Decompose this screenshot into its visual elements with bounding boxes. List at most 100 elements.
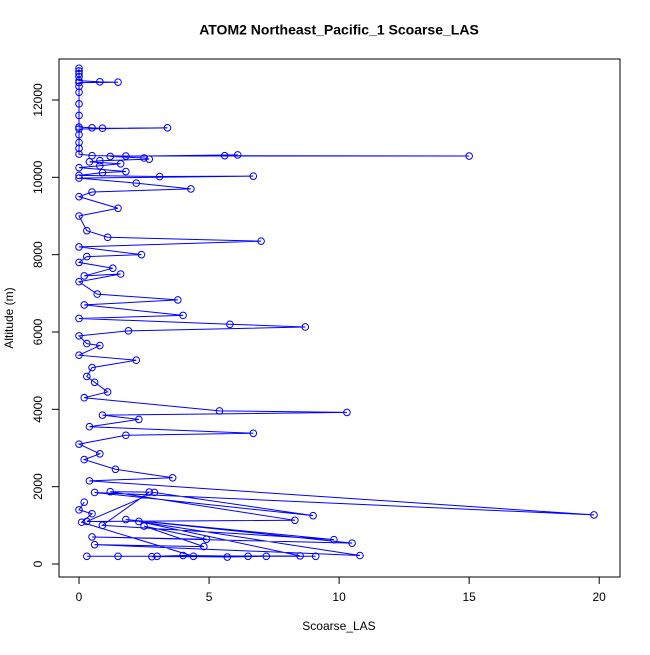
data-point (291, 516, 299, 525)
data-point (77, 518, 86, 527)
data-point (75, 277, 83, 286)
data-point (83, 552, 91, 561)
data-point (98, 411, 107, 419)
x-tick-label: 10 (332, 590, 346, 604)
data-point (83, 372, 91, 381)
chart-title: ATOM2 Northeast_Pacific_1 Scoarse_LAS (199, 22, 479, 38)
data-point (80, 498, 89, 506)
data-point (83, 339, 91, 348)
data-point (262, 552, 271, 561)
data-point (202, 535, 211, 544)
data-point (75, 78, 83, 87)
data-point (163, 124, 172, 132)
data-point (75, 64, 83, 73)
data-point (103, 388, 112, 396)
data-point (124, 327, 133, 335)
data-point (75, 82, 83, 91)
data-point (135, 517, 143, 526)
data-point (75, 130, 83, 139)
data-point (75, 314, 83, 323)
data-point (116, 270, 125, 278)
data-point (296, 552, 304, 560)
data-point (145, 488, 154, 496)
data-point (98, 124, 107, 133)
data-point (122, 152, 130, 160)
data-point (90, 540, 99, 549)
data-point (75, 212, 83, 220)
data-point (90, 378, 99, 387)
data-point (233, 151, 242, 159)
data-point (137, 250, 146, 259)
y-tick-label: 8000 (31, 241, 45, 268)
data-point (140, 154, 148, 162)
data-point (114, 552, 122, 561)
data-point (122, 167, 130, 176)
y-tick-label: 0 (31, 560, 45, 567)
data-point (153, 552, 161, 561)
data-point (116, 159, 125, 168)
data-point (174, 296, 182, 304)
data-point (106, 152, 115, 161)
data-point (75, 111, 83, 120)
data-point (96, 78, 104, 86)
data-point (85, 422, 94, 431)
data-point (155, 172, 164, 181)
data-point (98, 521, 107, 530)
data-point (83, 226, 91, 235)
data-point (75, 440, 83, 448)
data-point (88, 124, 96, 132)
data-point (75, 174, 83, 182)
data-point (85, 477, 94, 485)
y-tick-label: 2000 (31, 473, 45, 500)
data-point (75, 138, 83, 147)
data-point (75, 192, 83, 201)
y-axis-label: Altitude (m) (2, 287, 16, 348)
data-point (122, 431, 130, 440)
data-point (75, 88, 83, 97)
data-point (80, 272, 89, 280)
data-point (75, 150, 83, 158)
data-point (75, 72, 83, 81)
data-point (88, 151, 96, 160)
data-point (96, 450, 104, 458)
data-point (75, 171, 83, 180)
x-tick-label: 0 (76, 590, 83, 604)
data-point (75, 67, 83, 75)
data-point (83, 517, 91, 526)
data-point (109, 264, 117, 272)
data-point (220, 151, 229, 160)
y-tick-label: 6000 (31, 318, 45, 345)
data-point (111, 465, 120, 474)
data-point (96, 161, 104, 170)
data-point (122, 515, 130, 524)
x-tick-label: 15 (462, 590, 476, 604)
data-point (80, 455, 89, 464)
data-point (93, 290, 102, 298)
data-point (88, 363, 96, 372)
data-point (179, 311, 187, 320)
data-point (348, 539, 356, 547)
data-point (75, 351, 83, 359)
data-point (168, 473, 177, 482)
data-point (140, 522, 148, 530)
data-point (249, 429, 258, 438)
data-point (309, 511, 317, 520)
data-point (98, 168, 107, 177)
data-point (311, 552, 320, 561)
data-point (75, 243, 83, 251)
data-point (465, 152, 473, 160)
data-point (75, 100, 83, 108)
data-point (75, 163, 83, 172)
data-point (80, 393, 89, 402)
data-point (145, 155, 154, 163)
y-tick-label: 12000 (31, 83, 45, 117)
data-point (244, 552, 252, 561)
data-point (83, 252, 91, 261)
data-point (75, 258, 83, 267)
data-point (301, 323, 310, 331)
data-point (249, 172, 258, 180)
data-point (80, 301, 89, 309)
data-point (257, 237, 265, 245)
data-point (179, 551, 187, 560)
